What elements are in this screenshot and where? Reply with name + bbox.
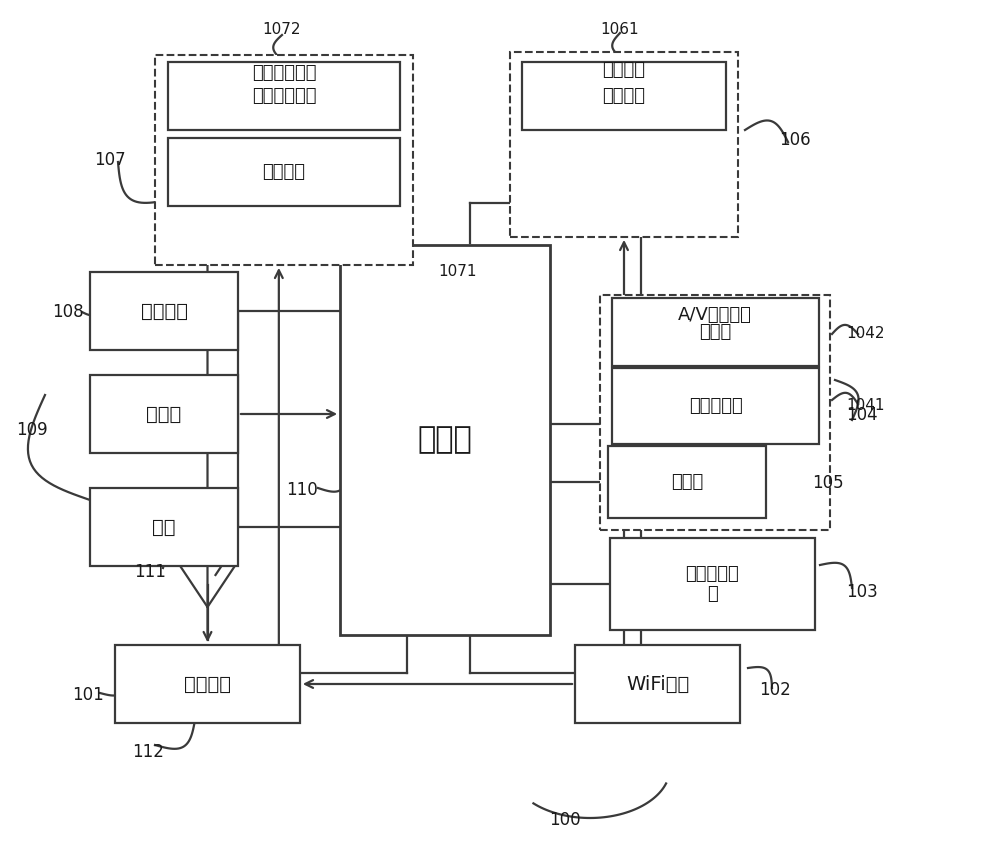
Text: WiFi模块: WiFi模块	[626, 675, 689, 693]
Text: 电源: 电源	[152, 517, 176, 536]
Text: 102: 102	[759, 681, 791, 699]
Bar	[522, 62, 726, 130]
Text: 显示单元: 显示单元	[602, 61, 646, 79]
Text: 用户输入单元: 用户输入单元	[252, 64, 316, 82]
Text: 1072: 1072	[263, 22, 301, 38]
Bar	[340, 245, 550, 635]
Text: 107: 107	[94, 151, 126, 169]
Text: 100: 100	[549, 811, 581, 829]
Bar	[168, 138, 400, 206]
Text: 处理器: 处理器	[418, 426, 472, 455]
Text: 麦克风: 麦克风	[699, 323, 732, 341]
Bar	[608, 446, 766, 518]
Text: 接口单元: 接口单元	[140, 302, 188, 321]
Bar	[90, 272, 238, 350]
Text: 1042: 1042	[847, 327, 885, 341]
Bar	[575, 645, 740, 723]
Text: 1071: 1071	[439, 264, 477, 280]
Text: 存储器: 存储器	[146, 404, 182, 423]
Text: 1061: 1061	[601, 22, 639, 38]
Text: 104: 104	[846, 406, 878, 424]
Text: 显示面板: 显示面板	[602, 87, 646, 105]
Text: 音频输出单
元: 音频输出单 元	[686, 564, 739, 604]
Bar	[168, 62, 400, 130]
Bar	[612, 298, 819, 366]
Text: 105: 105	[812, 474, 844, 492]
Bar	[90, 488, 238, 566]
Text: 其他输入设备: 其他输入设备	[252, 87, 316, 105]
Text: 108: 108	[52, 303, 84, 321]
Text: 103: 103	[846, 583, 878, 601]
Bar	[612, 368, 819, 444]
Text: 1041: 1041	[847, 398, 885, 414]
Text: 112: 112	[132, 743, 164, 761]
Text: 传感器: 传感器	[671, 473, 703, 491]
Text: 110: 110	[286, 481, 318, 499]
Bar	[610, 538, 815, 630]
Bar	[155, 55, 413, 265]
Text: 106: 106	[779, 131, 811, 149]
Bar	[600, 295, 830, 530]
Bar	[115, 645, 300, 723]
Text: A/V输入单元: A/V输入单元	[678, 306, 752, 324]
Text: 图形处理器: 图形处理器	[689, 397, 742, 415]
Text: 109: 109	[16, 421, 48, 439]
Text: 触控面板: 触控面板	[262, 163, 306, 181]
Text: 111: 111	[134, 563, 166, 581]
Bar	[510, 52, 738, 237]
Bar	[90, 375, 238, 453]
Text: 射频单元: 射频单元	[184, 675, 231, 693]
Text: 101: 101	[72, 686, 104, 704]
